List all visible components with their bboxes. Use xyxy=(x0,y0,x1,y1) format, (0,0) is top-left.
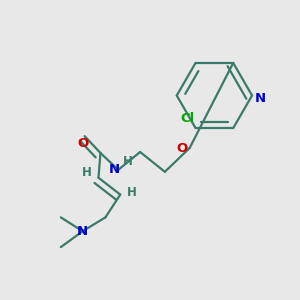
Text: H: H xyxy=(82,166,92,179)
Text: N: N xyxy=(254,92,266,105)
Text: H: H xyxy=(123,155,133,168)
Text: O: O xyxy=(77,136,88,150)
Text: N: N xyxy=(77,225,88,238)
Text: Cl: Cl xyxy=(181,112,195,125)
Text: O: O xyxy=(176,142,187,154)
Text: H: H xyxy=(127,186,137,199)
Text: N: N xyxy=(109,163,120,176)
